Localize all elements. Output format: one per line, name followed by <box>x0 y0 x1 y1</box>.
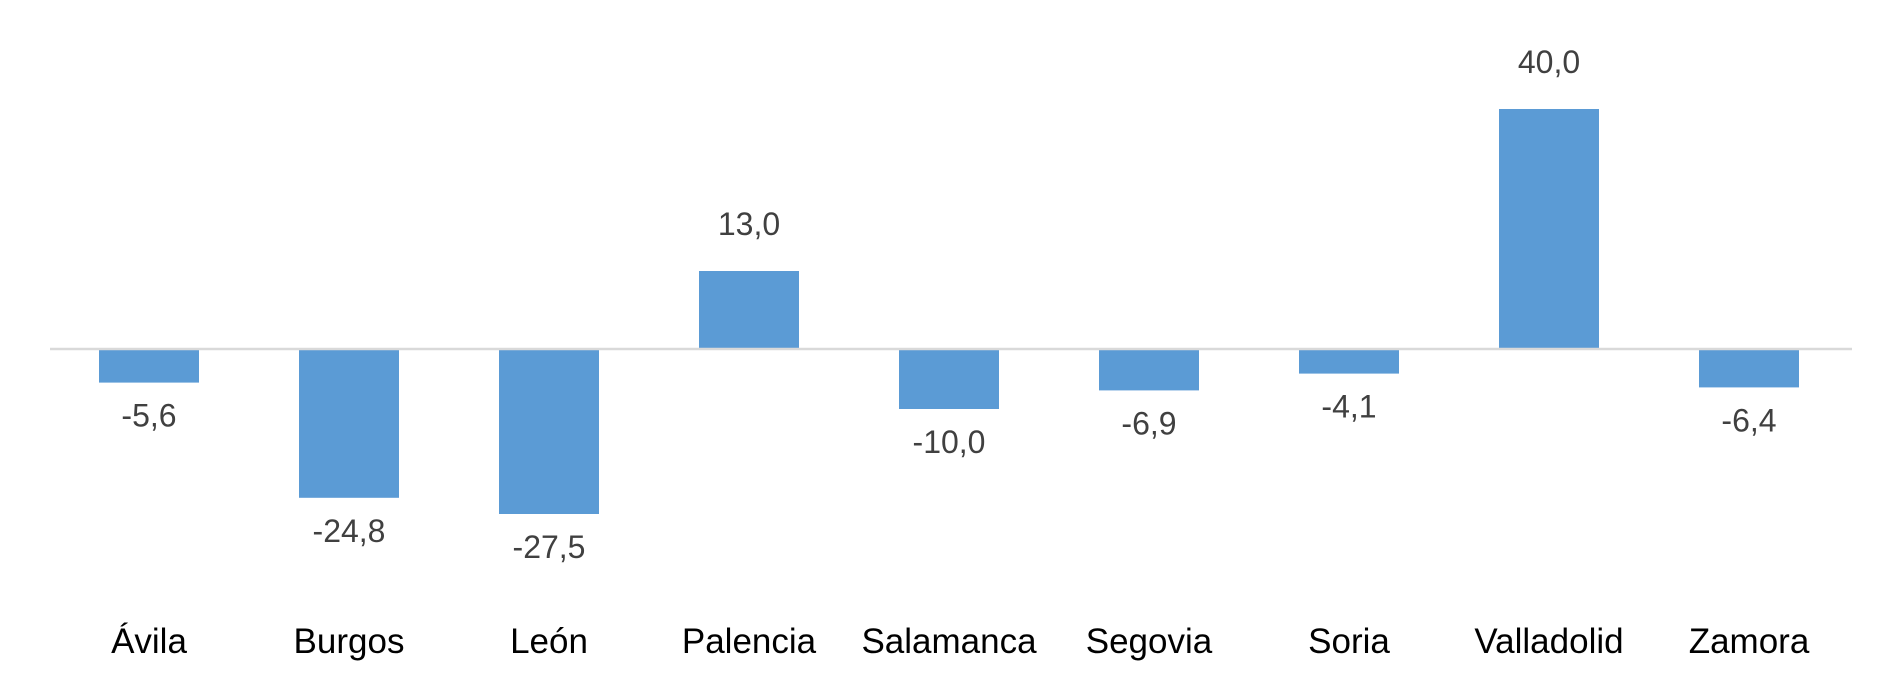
data-label-2: -27,5 <box>513 529 586 565</box>
category-label-7: Valladolid <box>1474 622 1623 661</box>
data-label-8: -6,4 <box>1721 402 1776 438</box>
data-label-0: -5,6 <box>121 398 176 434</box>
bar-0 <box>99 349 199 383</box>
category-label-5: Segovia <box>1086 622 1213 661</box>
category-labels-layer: Ávila Burgos León Palencia Salamanca Segovia S… <box>111 622 1810 661</box>
bar-3 <box>699 271 799 349</box>
category-label-0: Ávila <box>111 622 187 661</box>
bar-8 <box>1699 349 1799 388</box>
category-label-6: Soria <box>1308 622 1390 661</box>
category-label-2: León <box>510 622 588 661</box>
category-label-8: Zamora <box>1689 622 1810 661</box>
bar-6 <box>1299 349 1399 374</box>
bar-5 <box>1099 349 1199 391</box>
data-labels-layer: -5,6 -24,8 -27,5 13,0 -10,0 -6,9 -4,1 40,0 -6,4 <box>121 44 1776 565</box>
category-label-1: Burgos <box>294 622 405 661</box>
bar-4 <box>899 349 999 409</box>
bar-7 <box>1499 109 1599 349</box>
data-label-3: 13,0 <box>718 206 780 242</box>
category-label-3: Palencia <box>682 622 817 661</box>
data-label-4: -10,0 <box>913 424 986 460</box>
category-label-4: Salamanca <box>861 622 1037 661</box>
data-label-1: -24,8 <box>313 513 386 549</box>
data-label-5: -6,9 <box>1121 405 1176 441</box>
bar-2 <box>499 349 599 514</box>
data-label-7: 40,0 <box>1518 44 1580 80</box>
bar-1 <box>299 349 399 498</box>
bars-layer <box>99 109 1799 514</box>
data-label-6: -4,1 <box>1321 389 1376 425</box>
